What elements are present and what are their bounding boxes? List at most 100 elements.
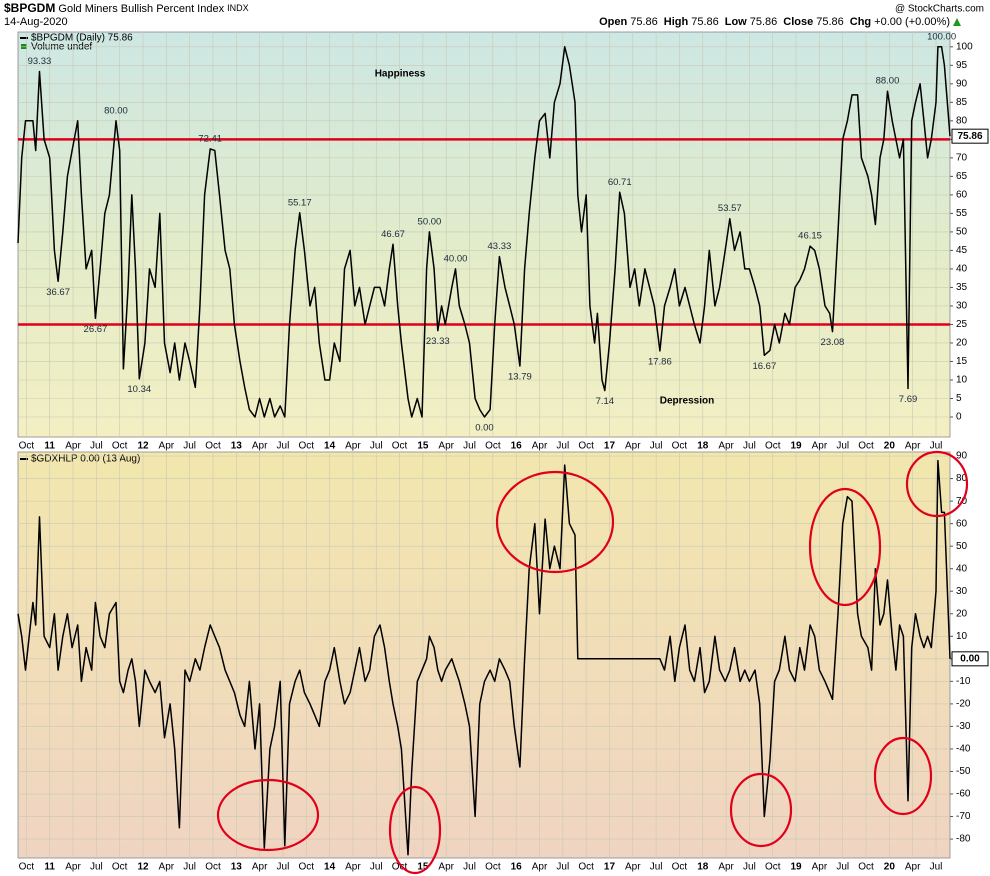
- x-tick-label: Apr: [625, 441, 641, 452]
- y-tick-label: -20: [956, 699, 971, 710]
- x-tick-label: Oct: [392, 441, 408, 452]
- y-tick-label: 70: [956, 153, 968, 164]
- y-tick-label: 85: [956, 97, 968, 108]
- x-tick-label: 18: [697, 862, 709, 873]
- x-tick-label: Oct: [19, 441, 35, 452]
- x-tick-label: Jul: [463, 441, 476, 452]
- x-tick-label: 11: [44, 862, 55, 873]
- x-tick-label: Jul: [743, 862, 756, 873]
- data-label: 50.00: [418, 216, 442, 227]
- data-label: 53.57: [718, 203, 742, 214]
- x-tick-label: Jul: [370, 862, 383, 873]
- y-tick-label: 50: [956, 541, 968, 552]
- quote-label: Chg: [850, 16, 871, 28]
- x-tick-label: Jul: [930, 441, 943, 452]
- y-tick-label: 80: [956, 473, 968, 484]
- x-tick-label: Apr: [718, 441, 734, 452]
- x-tick-label: Oct: [672, 862, 688, 873]
- data-label: 55.17: [288, 197, 312, 208]
- index-name: Gold Miners Bullish Percent Index: [58, 3, 224, 15]
- legend-entry: $GDXHLP 0.00 (13 Aug): [31, 454, 140, 465]
- x-tick-label: Jul: [90, 441, 103, 452]
- x-tick-label: Oct: [672, 441, 688, 452]
- x-tick-label: Apr: [532, 862, 548, 873]
- y-tick-label: -10: [956, 676, 971, 687]
- data-label: 88.00: [876, 76, 900, 87]
- y-tick-label: -80: [956, 834, 971, 845]
- data-label: 93.33: [28, 56, 52, 67]
- legend-entry: $BPGDM (Daily) 75.86: [31, 33, 133, 44]
- y-tick-label: 45: [956, 245, 968, 256]
- up-arrow: [953, 18, 961, 26]
- data-label: 26.67: [84, 324, 108, 335]
- x-tick-label: 17: [604, 441, 616, 452]
- y-tick-label: 10: [956, 375, 968, 386]
- x-tick-label: 12: [137, 862, 149, 873]
- x-tick-label: Oct: [112, 862, 128, 873]
- data-label: 17.86: [648, 356, 672, 367]
- x-tick-label: Oct: [485, 441, 501, 452]
- last-value-label: 0.00: [960, 653, 980, 664]
- x-tick-label: 20: [884, 441, 896, 452]
- quote-value: +0.00 (+0.00%): [874, 16, 950, 28]
- x-tick-label: 13: [231, 441, 243, 452]
- y-tick-label: 40: [956, 264, 968, 275]
- x-tick-label: Apr: [532, 441, 548, 452]
- x-tick-label: 16: [511, 441, 523, 452]
- x-tick-label: Jul: [277, 441, 290, 452]
- y-tick-label: 90: [956, 451, 968, 462]
- y-tick-label: -40: [956, 744, 971, 755]
- highlight-circle: [873, 736, 933, 816]
- data-label: 23.33: [426, 336, 450, 347]
- y-tick-label: -30: [956, 721, 971, 732]
- highlight-circle: [216, 778, 320, 852]
- y-tick-label: 30: [956, 586, 968, 597]
- x-tick-label: Apr: [905, 862, 921, 873]
- x-tick-label: Oct: [19, 862, 35, 873]
- data-label: 43.33: [488, 241, 512, 252]
- x-tick-label: Apr: [625, 862, 641, 873]
- data-label: 16.67: [752, 361, 776, 372]
- x-tick-label: 19: [791, 862, 803, 873]
- x-tick-label: Apr: [159, 441, 175, 452]
- x-tick-label: 11: [44, 441, 55, 452]
- bottom-panel-bg: [17, 451, 951, 859]
- x-tick-label: Jul: [836, 441, 849, 452]
- quote-value: 75.86: [691, 16, 719, 28]
- y-tick-label: -70: [956, 811, 971, 822]
- x-tick-label: Oct: [485, 862, 501, 873]
- x-tick-label: 15: [417, 441, 429, 452]
- y-tick-label: 65: [956, 171, 968, 182]
- x-tick-label: Oct: [578, 862, 594, 873]
- x-tick-label: Oct: [298, 441, 314, 452]
- x-tick-label: Apr: [718, 862, 734, 873]
- x-tick-label: Apr: [345, 441, 361, 452]
- data-label: 36.67: [46, 287, 70, 298]
- x-tick-label: 14: [324, 862, 336, 873]
- x-tick-label: Jul: [556, 441, 569, 452]
- x-tick-label: Apr: [252, 862, 268, 873]
- data-label: 7.14: [596, 396, 615, 407]
- data-label: 23.08: [821, 337, 845, 348]
- quote-value: 75.86: [750, 16, 778, 28]
- highlight-circle: [388, 785, 442, 875]
- x-tick-label: Jul: [183, 441, 196, 452]
- annotation-text: Depression: [660, 396, 714, 407]
- y-tick-label: 35: [956, 282, 968, 293]
- x-tick-label: 14: [324, 441, 336, 452]
- y-tick-label: 60: [956, 190, 968, 201]
- symbol: $BPGDM: [4, 1, 55, 15]
- last-value-label: 75.86: [957, 131, 982, 142]
- annotation-text: Happiness: [375, 69, 426, 80]
- x-tick-label: Apr: [812, 862, 828, 873]
- y-tick-label: 80: [956, 115, 968, 126]
- x-tick-label: Apr: [252, 441, 268, 452]
- y-tick-label: 30: [956, 301, 968, 312]
- x-tick-label: Jul: [743, 441, 756, 452]
- x-tick-label: Apr: [438, 441, 454, 452]
- exchange: INDX: [227, 3, 249, 13]
- x-tick-label: Jul: [183, 862, 196, 873]
- highlight-circles: [216, 450, 969, 875]
- data-label: 13.79: [508, 371, 532, 382]
- quote-value: 75.86: [630, 16, 658, 28]
